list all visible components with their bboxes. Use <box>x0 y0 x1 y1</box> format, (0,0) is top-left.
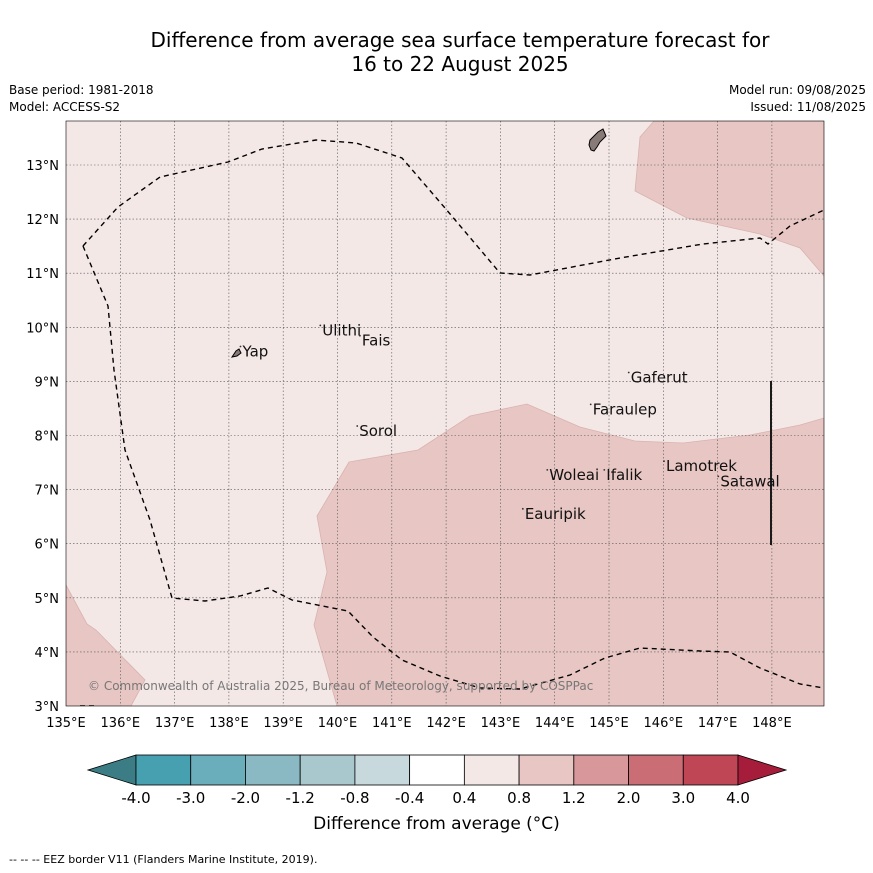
colorbar-bin <box>518 754 575 786</box>
lon-tick-label: 143°E <box>481 716 521 731</box>
place-marker <box>589 403 592 406</box>
lon-tick-label: 148°E <box>752 716 792 731</box>
guam-island <box>588 128 607 152</box>
colorbar: -4.0 -3.0 -2.0 -1.2 -0.8 -0.4 0.4 0.8 1.2 2.0 3.0 4… <box>86 754 788 807</box>
lat-tick-label: 6°N <box>35 538 60 553</box>
warm-anomaly-region-southwest <box>66 584 146 706</box>
lat-tick-label: 11°N <box>26 267 59 282</box>
lat-tick-label: 3°N <box>35 700 60 715</box>
colorbar-tick-label: 3.0 <box>671 789 695 807</box>
colorbar-bin <box>463 754 520 786</box>
place-label: Lamotrek <box>666 457 737 475</box>
lat-tick-label: 8°N <box>35 430 60 445</box>
axis-ticks: 135°E 136°E 137°E 138°E 139°E 140°E 141°E 142°E… <box>26 159 791 731</box>
model-run: Model run: 09/08/2025 <box>728 83 866 97</box>
colorbar-bin <box>628 754 684 786</box>
lon-tick-label: 137°E <box>155 716 195 731</box>
lat-tick-label: 9°N <box>35 375 60 390</box>
place-label: Fais <box>362 332 391 350</box>
place-label: Ifalik <box>606 466 642 484</box>
place-marker <box>663 460 665 463</box>
lon-tick-label: 140°E <box>318 716 358 731</box>
graticule <box>66 121 824 706</box>
colorbar-bin <box>190 754 246 786</box>
colorbar-under-extension <box>86 754 137 786</box>
colorbar-tick-label: 0.4 <box>452 789 476 807</box>
lon-tick-label: 144°E <box>535 716 575 731</box>
colorbar-bin <box>409 754 465 786</box>
lat-tick-label: 4°N <box>35 646 60 661</box>
colorbar-tick-label: -4.0 <box>121 789 150 807</box>
place-marker <box>627 371 630 374</box>
lon-tick-label: 141°E <box>372 716 412 731</box>
colorbar-bin <box>245 754 301 786</box>
place-label: Gaferut <box>631 368 688 386</box>
colorbar-bin <box>135 754 192 786</box>
place-label: Faraulep <box>593 400 657 418</box>
yap-island <box>230 348 242 358</box>
colorbar-tick-label: -0.8 <box>340 789 369 807</box>
meta-right: Model run: 09/08/2025 Issued: 11/08/2025 <box>729 82 866 116</box>
colorbar-tick-label: -1.2 <box>286 789 315 807</box>
place-marker <box>319 324 322 327</box>
copyright-notice: © Commonwealth of Australia 2025, Bureau… <box>88 679 593 693</box>
lon-tick-label: 139°E <box>263 716 303 731</box>
place-marker <box>239 345 242 348</box>
colorbar-bin <box>573 754 629 786</box>
meta-left: Base period: 1981-2018 Model: ACCESS-S2 <box>9 82 154 116</box>
colorbar-tick-label: 1.2 <box>562 789 586 807</box>
lat-tick-label: 5°N <box>35 592 60 607</box>
place-marker <box>521 507 524 510</box>
place-marker <box>603 468 606 471</box>
map-title-line1: Difference from average sea surface temp… <box>150 28 770 52</box>
map-title-line2: 16 to 22 August 2025 <box>351 52 569 76</box>
lon-tick-label: 135°E <box>46 716 86 731</box>
place-label: Eauripik <box>525 505 586 523</box>
colorbar-bin <box>682 754 739 786</box>
place-marker <box>356 425 359 427</box>
lon-tick-label: 147°E <box>698 716 738 731</box>
lon-tick-label: 142°E <box>426 716 466 731</box>
place-label: Ulithi <box>322 321 361 339</box>
lat-tick-label: 13°N <box>26 159 59 174</box>
lat-tick-label: 10°N <box>26 321 59 336</box>
colorbar-tick-label: 2.0 <box>617 789 641 807</box>
place-marker <box>546 468 549 471</box>
eez-source-note: -- -- -- EEZ border V11 (Flanders Marine… <box>9 853 318 866</box>
colorbar-tick-label: -0.4 <box>395 789 424 807</box>
place-label: Woleai <box>549 466 599 484</box>
lat-tick-label: 7°N <box>35 484 60 499</box>
colorbar-bin <box>299 754 356 786</box>
colorbar-tick-label: -2.0 <box>231 789 260 807</box>
colorbar-tick-label: -3.0 <box>176 789 205 807</box>
warm-anomaly-region-north <box>634 121 824 277</box>
lon-tick-label: 138°E <box>209 716 249 731</box>
colorbar-tick-label: 0.8 <box>507 789 531 807</box>
lat-tick-label: 12°N <box>26 213 59 228</box>
issued-date: Issued: 11/08/2025 <box>750 100 866 114</box>
colorbar-tick-label: 4.0 <box>726 789 750 807</box>
lon-tick-label: 146°E <box>644 716 684 731</box>
place-marker <box>359 334 361 337</box>
colorbar-over-extension <box>737 754 788 786</box>
base-period: Base period: 1981-2018 <box>9 83 154 97</box>
place-marker <box>717 475 720 478</box>
place-label: Satawal <box>720 472 779 490</box>
lon-tick-label: 145°E <box>589 716 629 731</box>
colorbar-label: Difference from average (°C) <box>313 814 560 834</box>
lon-tick-label: 136°E <box>101 716 141 731</box>
model-name: Model: ACCESS-S2 <box>9 100 121 114</box>
colorbar-bin <box>354 754 411 786</box>
place-label: Yap <box>241 343 268 361</box>
eez-border-main <box>82 139 824 690</box>
place-label: Sorol <box>359 422 397 440</box>
